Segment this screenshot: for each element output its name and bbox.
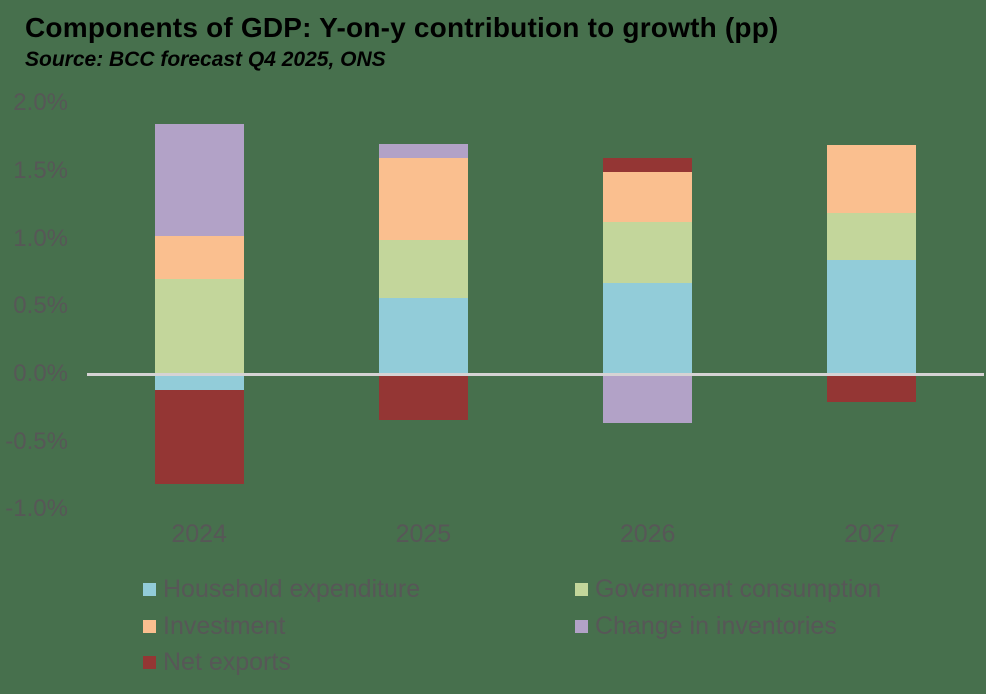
y-axis-tick-label: 1.5%	[13, 157, 68, 185]
bar-segment-investment-2024	[154, 235, 244, 280]
y-axis-tick-label: -0.5%	[5, 427, 68, 455]
legend-label: Investment	[163, 612, 286, 640]
bar-segment-net-exports-2024	[154, 390, 244, 484]
legend-label: Change in inventories	[595, 612, 837, 640]
x-axis-tick-label: 2026	[619, 520, 676, 548]
bar-segment-government-consumption-2024	[154, 279, 244, 374]
legend-swatch-icon	[575, 582, 588, 596]
chart-title: Components of GDP: Y-on-y contribution t…	[25, 12, 779, 43]
y-axis-tick-label: 0.0%	[13, 360, 68, 387]
bar-segment-investment-2025	[378, 157, 468, 241]
zero-baseline	[87, 372, 984, 376]
y-axis-tick-label: 2.0%	[13, 89, 68, 117]
bar-segment-household-expenditure-2026	[603, 283, 693, 374]
bar-segment-change-in-inventories-2026	[603, 374, 693, 423]
legend-swatch-icon	[575, 619, 588, 633]
bar-segment-net-exports-2026	[603, 157, 693, 173]
legend-swatch-icon	[143, 582, 156, 596]
legend-label: Net exports	[163, 648, 291, 676]
bar-segment-investment-2027	[827, 145, 917, 213]
bar-segment-net-exports-2025	[378, 374, 468, 420]
bar-segment-government-consumption-2026	[603, 222, 693, 284]
legend-item-government-consumption: Government consumption	[575, 575, 881, 603]
bar-segment-change-in-inventories-2025	[378, 143, 468, 158]
legend-label: Household expenditure	[163, 575, 421, 603]
legend-swatch-icon	[143, 619, 156, 633]
legend-item-change-in-inventories: Change in inventories	[575, 612, 837, 640]
bar-segment-household-expenditure-2024	[154, 374, 244, 391]
legend-item-investment: Investment	[143, 612, 285, 640]
bar-segment-change-in-inventories-2024	[154, 123, 244, 236]
x-axis-tick-label: 2027	[844, 520, 900, 548]
y-axis-tick-label: 0.5%	[13, 292, 68, 320]
legend-swatch-icon	[143, 655, 156, 669]
chart-source: Source: BCC forecast Q4 2025, ONS	[25, 48, 386, 71]
bar-segment-household-expenditure-2025	[378, 298, 468, 374]
legend-item-net-exports: Net exports	[143, 648, 291, 676]
bar-segment-government-consumption-2025	[378, 240, 468, 299]
bar-segment-net-exports-2027	[827, 374, 917, 403]
x-axis-tick-label: 2024	[171, 520, 227, 548]
y-axis-tick-label: 1.0%	[13, 224, 68, 252]
legend-item-household-expenditure: Household expenditure	[143, 575, 420, 603]
bar-segment-household-expenditure-2027	[827, 260, 917, 374]
bar-segment-investment-2026	[603, 172, 693, 223]
x-axis-tick-label: 2025	[395, 520, 452, 548]
legend-label: Government consumption	[595, 575, 882, 603]
y-axis-tick-label: -1.0%	[5, 495, 68, 523]
bar-segment-government-consumption-2027	[827, 212, 917, 261]
